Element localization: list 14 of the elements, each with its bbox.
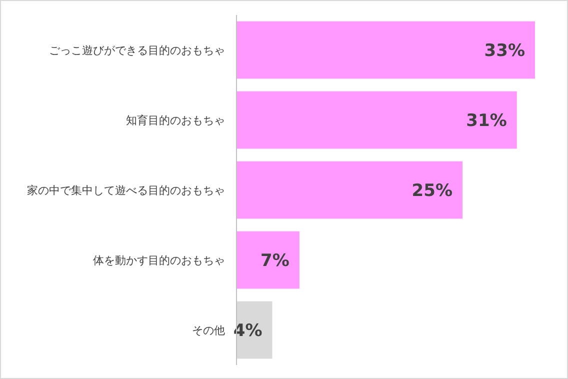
y-tick-label: ごっこ遊びができる目的のおもちゃ: [49, 44, 225, 57]
data-label: 4%: [233, 321, 262, 341]
data-label: 7%: [260, 251, 290, 271]
bar: [236, 231, 300, 289]
y-tick-label: その他: [192, 324, 225, 337]
y-tick-label: 知育目的のおもちゃ: [126, 114, 225, 127]
bar: [236, 161, 463, 219]
bar: [236, 91, 517, 149]
y-tick-label: 体を動かす目的のおもちゃ: [93, 254, 225, 267]
data-label: 31%: [466, 111, 507, 131]
y-tick-label: 家の中で集中して遊べる目的のおもちゃ: [27, 184, 225, 197]
bar: [236, 21, 535, 79]
data-label: 25%: [412, 181, 453, 201]
data-label: 33%: [484, 41, 525, 61]
